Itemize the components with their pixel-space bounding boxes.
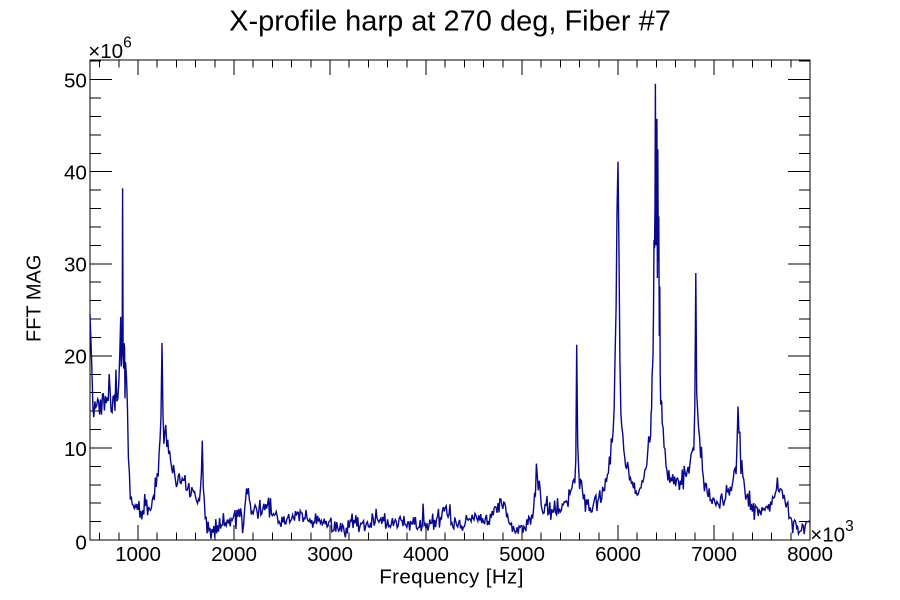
svg-text:1000: 1000 — [115, 543, 161, 566]
svg-text:8000: 8000 — [787, 543, 833, 566]
svg-text:2000: 2000 — [211, 543, 257, 566]
svg-text:X-profile harp at 270 deg, Fib: X-profile harp at 270 deg, Fiber #7 — [229, 6, 671, 38]
svg-text:50: 50 — [64, 70, 87, 93]
svg-text:FFT MAG: FFT MAG — [23, 255, 45, 342]
svg-text:4000: 4000 — [403, 543, 449, 566]
svg-text:10: 10 — [64, 438, 87, 461]
svg-text:Frequency [Hz]: Frequency [Hz] — [379, 566, 524, 589]
svg-text:30: 30 — [64, 254, 87, 277]
svg-text:7000: 7000 — [691, 543, 737, 566]
svg-text:3000: 3000 — [307, 543, 353, 566]
svg-text:40: 40 — [64, 162, 87, 185]
svg-text:0: 0 — [75, 531, 86, 554]
svg-text:20: 20 — [64, 346, 87, 369]
svg-text:6000: 6000 — [595, 543, 641, 566]
svg-text:5000: 5000 — [499, 543, 545, 566]
